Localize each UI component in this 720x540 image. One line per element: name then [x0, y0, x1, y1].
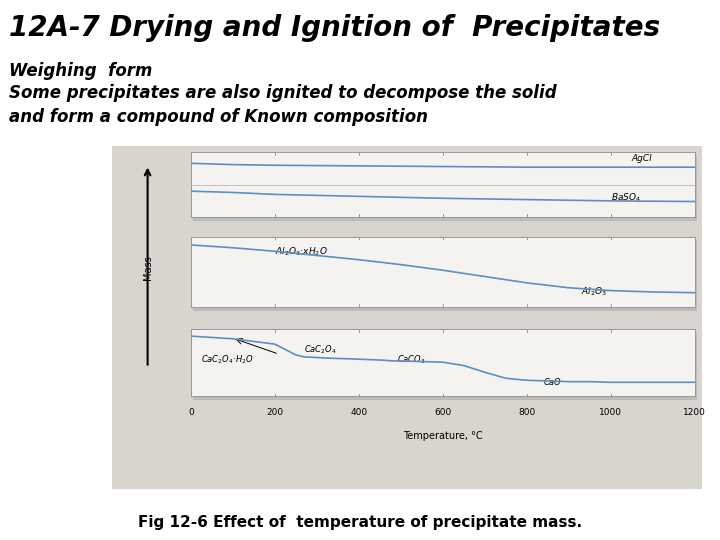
Text: Fig 12-6 Effect of  temperature of precipitate mass.: Fig 12-6 Effect of temperature of precip… [138, 515, 582, 530]
Text: and form a compound of Known composition: and form a compound of Known composition [9, 108, 428, 126]
Text: 1000: 1000 [599, 408, 622, 417]
Text: Al$_2$O$_3$·xH$_2$O: Al$_2$O$_3$·xH$_2$O [275, 245, 328, 258]
Text: CaCO$_3$: CaCO$_3$ [397, 353, 426, 366]
Text: 400: 400 [350, 408, 367, 417]
Text: Al$_2$O$_3$: Al$_2$O$_3$ [582, 285, 608, 298]
Text: 0: 0 [188, 408, 194, 417]
Text: Mass: Mass [143, 255, 153, 280]
Text: 12A-7 Drying and Ignition of  Precipitates: 12A-7 Drying and Ignition of Precipitate… [9, 14, 660, 42]
Text: CaO: CaO [544, 378, 561, 387]
Text: CaC$_2$O$_4$: CaC$_2$O$_4$ [304, 343, 337, 356]
Text: Temperature, °C: Temperature, °C [403, 431, 482, 442]
Text: CaC$_2$O$_4$·H$_2$O: CaC$_2$O$_4$·H$_2$O [202, 353, 254, 366]
Text: Some precipitates are also ignited to decompose the solid: Some precipitates are also ignited to de… [9, 84, 557, 102]
Text: AgCl: AgCl [632, 154, 652, 163]
Text: BaSO$_4$: BaSO$_4$ [611, 192, 641, 204]
Text: 200: 200 [266, 408, 284, 417]
Text: 800: 800 [518, 408, 536, 417]
Text: Weighing  form: Weighing form [9, 62, 153, 80]
Text: 1200: 1200 [683, 408, 706, 417]
Text: 600: 600 [434, 408, 451, 417]
